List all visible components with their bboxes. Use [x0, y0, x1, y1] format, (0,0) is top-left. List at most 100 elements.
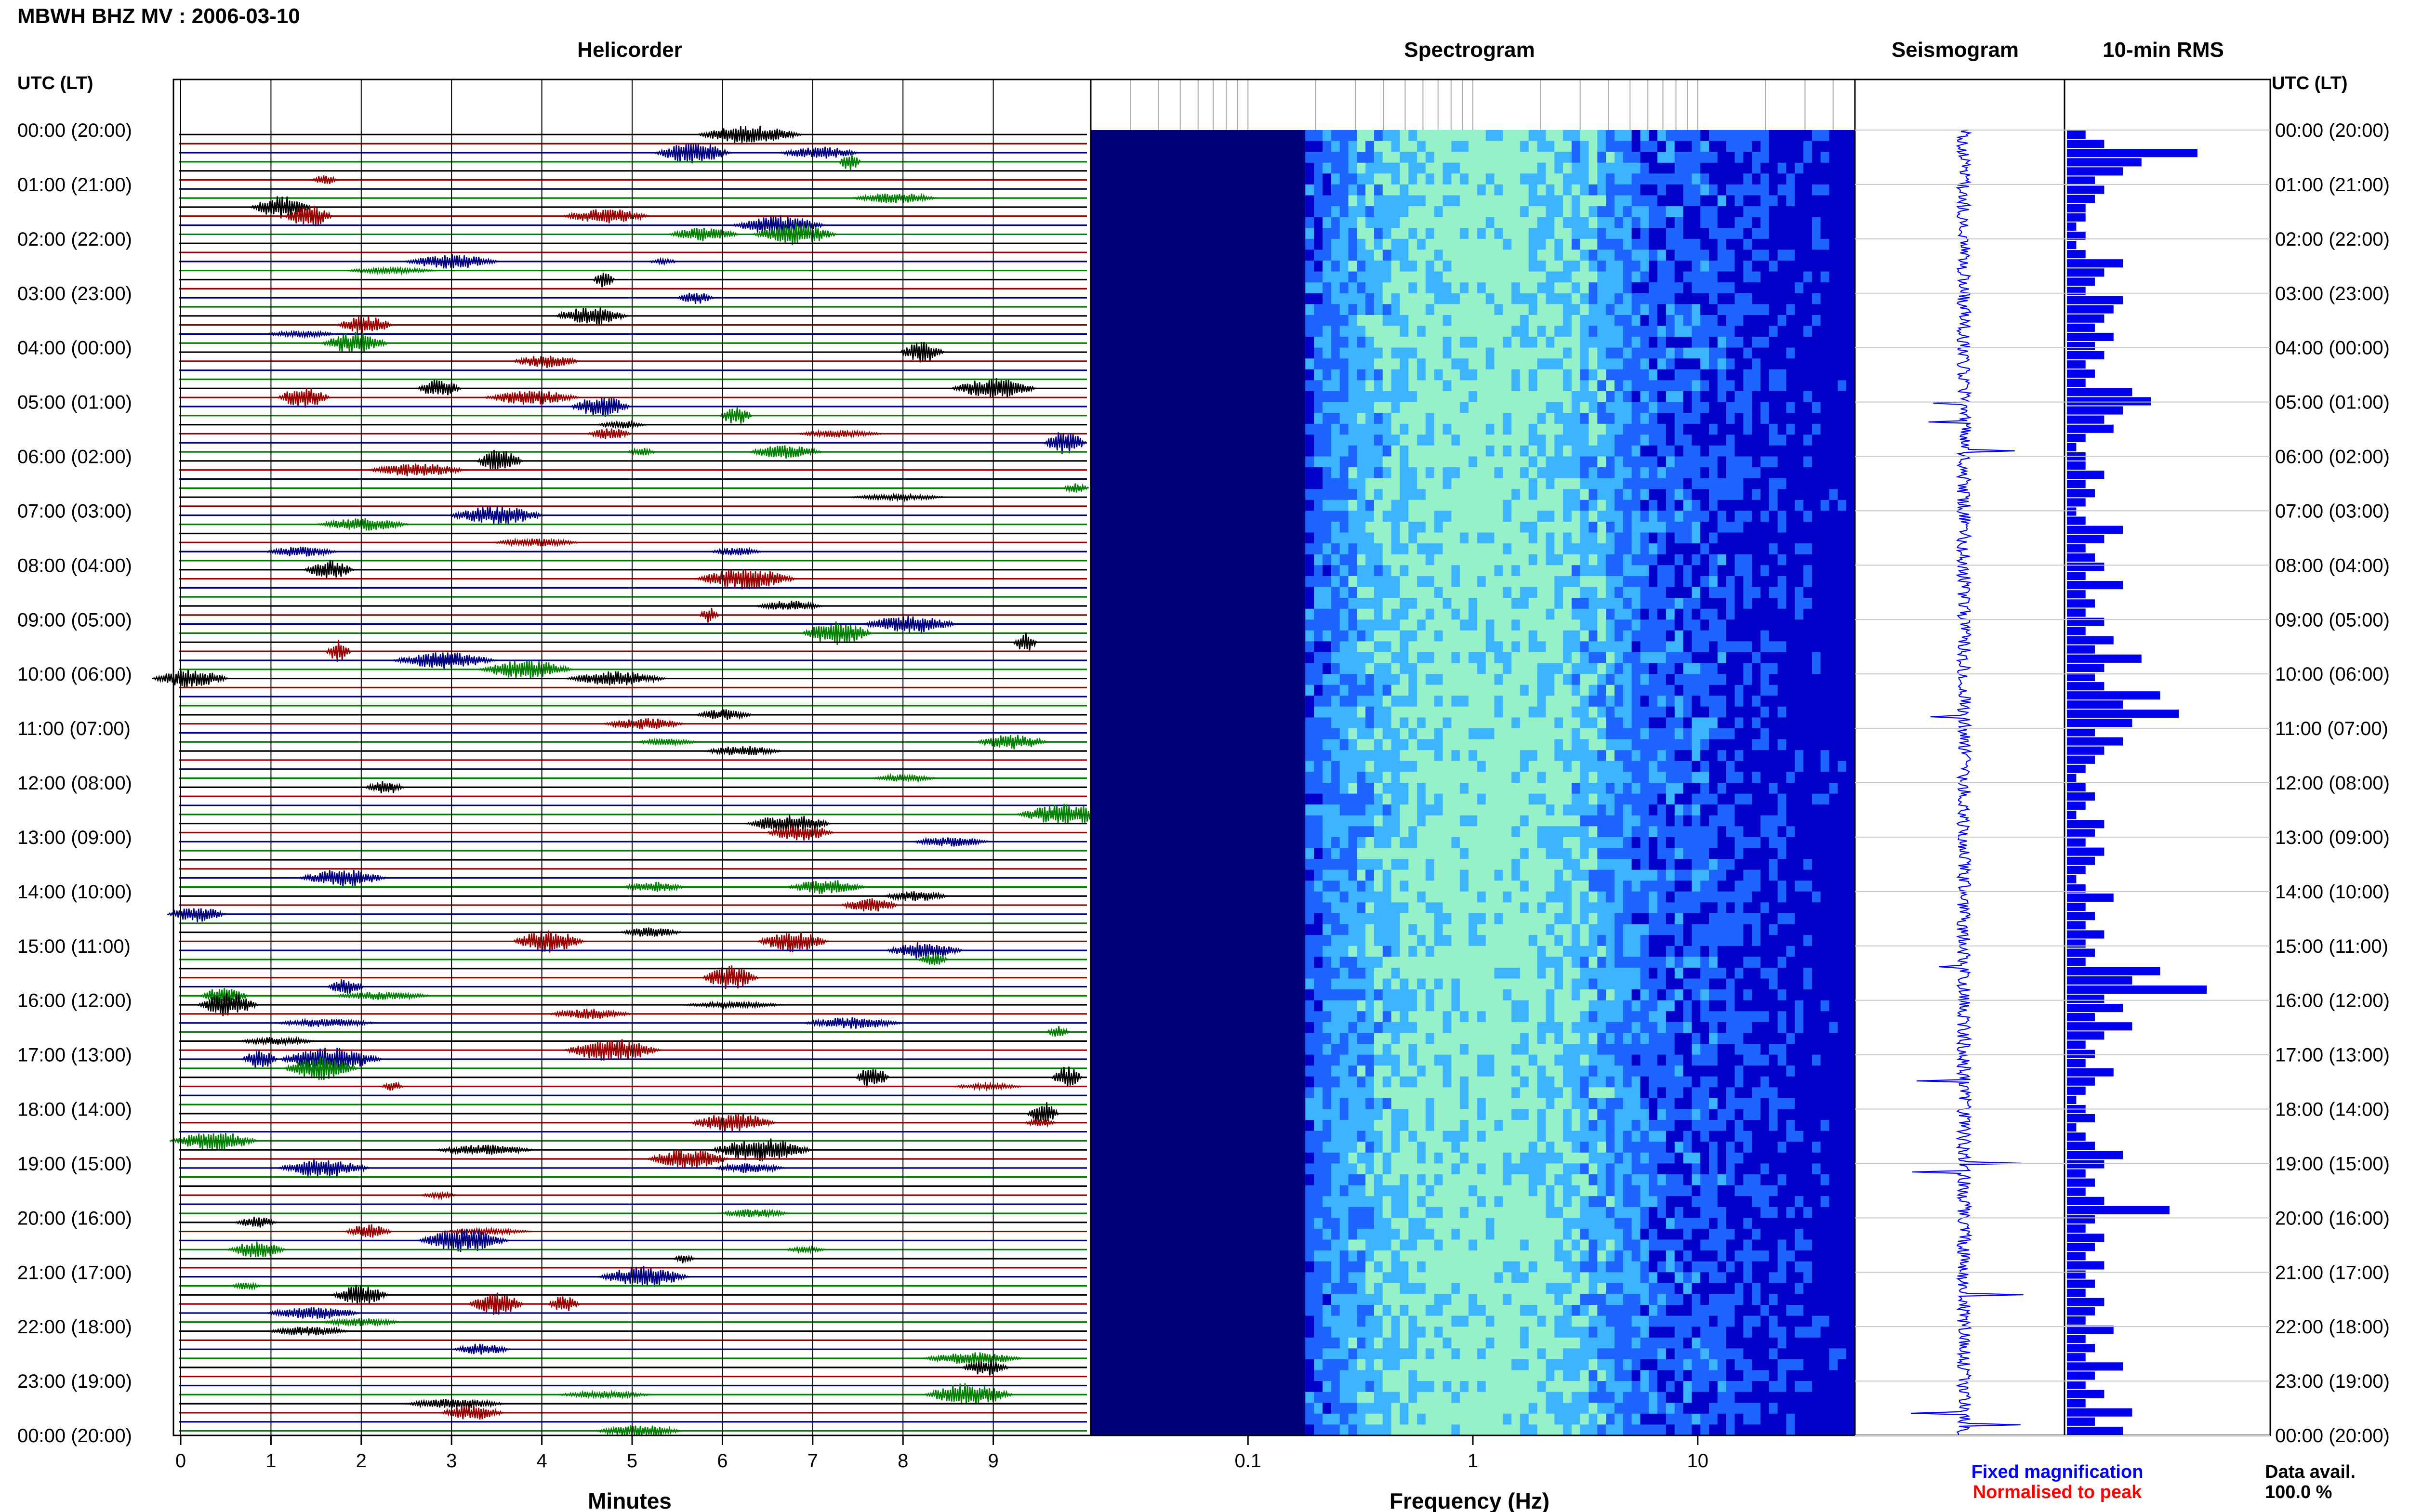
spectrogram-cell [1666, 783, 1675, 794]
spectrogram-cell [1485, 663, 1495, 674]
spectrogram-cell [1339, 217, 1349, 228]
spectrogram-cell [1606, 467, 1615, 479]
spectrogram-cell [1357, 271, 1366, 283]
spectrogram-cell [1460, 467, 1469, 479]
spectrogram-cell [1451, 869, 1460, 881]
spectrogram-cell [1683, 304, 1692, 316]
spectrogram-cell [1597, 619, 1606, 631]
spectrogram-cell [1597, 141, 1606, 152]
spectrogram-cell [1331, 652, 1340, 664]
spectrogram-cell [1631, 238, 1641, 250]
spectrogram-cell [1812, 184, 1821, 196]
spectrogram-cell [1451, 500, 1460, 511]
spectrogram-cell [1615, 881, 1624, 892]
spectrogram-cell [1434, 630, 1443, 642]
spectrogram-cell [1511, 141, 1521, 152]
helicorder-event [801, 1017, 905, 1029]
helicorder-event [748, 445, 824, 459]
spectrogram-cell [1339, 598, 1349, 609]
spectrogram-cell [1571, 228, 1581, 239]
spectrogram-cell [1743, 500, 1752, 511]
spectrogram-cell [1477, 684, 1486, 696]
spectrogram-cell [1374, 369, 1383, 381]
spectrogram-cell [1838, 652, 1847, 664]
spectrogram-cell [1820, 598, 1830, 609]
spectrogram-cell [1374, 554, 1383, 565]
spectrogram-cell [1348, 293, 1357, 304]
spectrogram-cell [1752, 641, 1761, 653]
spectrogram-cell [1528, 184, 1538, 196]
spectrogram-cell [1520, 739, 1529, 750]
helicorder-row [179, 292, 1087, 304]
helicorder-event [562, 209, 651, 224]
spectrogram-cell [1709, 337, 1718, 348]
spectrogram-cell [1734, 282, 1744, 294]
spectrogram-cell [1485, 815, 1495, 827]
spectrogram-cell [1640, 630, 1649, 642]
spectrogram-cell [1692, 576, 1701, 588]
spectrogram-cell [1451, 750, 1460, 762]
spectrogram-cell [1528, 380, 1538, 392]
spectrogram-cell [1666, 500, 1675, 511]
spectrogram-cell [1425, 445, 1435, 457]
spectrogram-cell [1348, 489, 1357, 500]
spectrogram-cell [1786, 206, 1795, 218]
spectrogram-cell [1717, 445, 1727, 457]
spectrogram-cell [1408, 467, 1417, 479]
spectrogram-cell [1734, 206, 1744, 218]
spectrogram-cell [1812, 717, 1821, 729]
spectrogram-cell [1554, 881, 1563, 892]
spectrogram-cell [1305, 696, 1314, 707]
spectrogram-cell [1443, 902, 1452, 914]
spectrogram-cell [1408, 152, 1417, 163]
spectrogram-cell [1726, 206, 1735, 218]
spectrogram-cell [1820, 326, 1830, 337]
spectrogram-cell [1348, 456, 1357, 468]
spectrogram-cell [1829, 826, 1838, 838]
spectrogram-cell [1846, 358, 1855, 370]
spectrogram-cell [1443, 337, 1452, 348]
spectrogram-cell [1469, 869, 1478, 881]
spectrogram-cell [1417, 184, 1426, 196]
spectrogram-cell [1434, 369, 1443, 381]
spectrogram-cell [1477, 652, 1486, 664]
spectrogram-cell [1674, 369, 1684, 381]
spectrogram-cell [1546, 434, 1555, 446]
spectrogram-cell [1485, 696, 1495, 707]
spectrogram-cell [1365, 641, 1375, 653]
spectrogram-cell [1339, 304, 1349, 316]
spectrogram-cell [1314, 195, 1323, 207]
spectrogram-cell [1554, 478, 1563, 489]
spectrogram-cell [1640, 489, 1649, 500]
spectrogram-cell [1700, 162, 1709, 174]
spectrogram-cell [1485, 750, 1495, 762]
helicorder-row [179, 1066, 1087, 1088]
spectrogram-cell [1323, 674, 1332, 685]
spectrogram-cell [1838, 162, 1847, 174]
spectrogram-cell [1537, 271, 1546, 283]
spectrogram-cell [1674, 674, 1684, 685]
spectrogram-cell [1348, 565, 1357, 577]
spectrogram-cell [1511, 696, 1521, 707]
spectrogram-cell [1357, 696, 1366, 707]
spectrogram-cell [1400, 304, 1409, 316]
spectrogram-cell [1374, 413, 1383, 424]
spectrogram-cell [1700, 511, 1709, 522]
spectrogram-cell [1752, 532, 1761, 544]
spectrogram-cell [1528, 619, 1538, 631]
spectrogram-cell [1606, 511, 1615, 522]
spectrogram-cell [1709, 881, 1718, 892]
spectrogram-cell [1417, 511, 1426, 522]
spectrogram-cell [1795, 522, 1804, 533]
spectrogram-cell [1795, 554, 1804, 565]
spectrogram-cell [1743, 369, 1752, 381]
spectrogram-cell [1451, 684, 1460, 696]
spectrogram-cell [1348, 434, 1357, 446]
spectrogram-cell [1820, 641, 1830, 653]
spectrogram-cell [1743, 511, 1752, 522]
spectrogram-cell [1752, 228, 1761, 239]
spectrogram-cell [1829, 848, 1838, 859]
spectrogram-cell [1752, 206, 1761, 218]
spectrogram-cell [1571, 337, 1581, 348]
spectrogram-cell [1597, 728, 1606, 740]
